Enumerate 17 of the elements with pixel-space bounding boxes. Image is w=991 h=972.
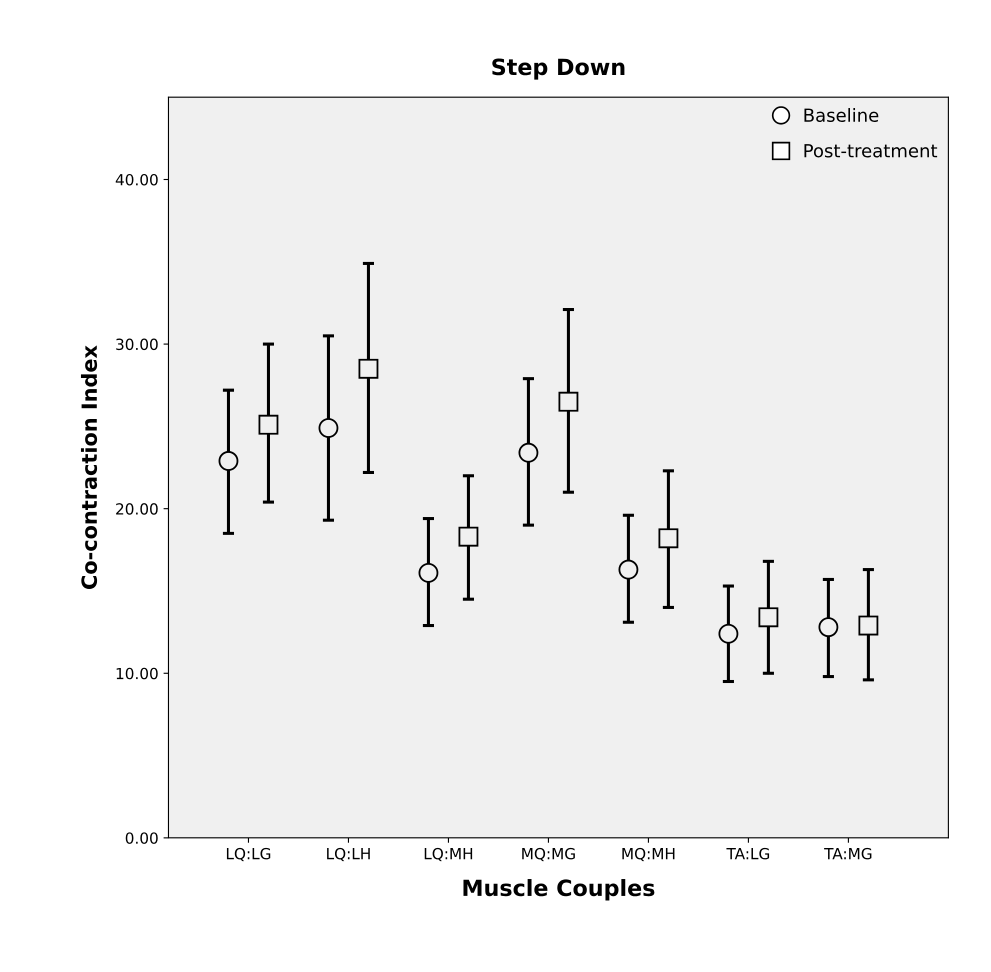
y-tick-label: 20.00 bbox=[116, 503, 158, 515]
x-axis-title: Muscle Couples bbox=[463, 879, 654, 901]
x-tick-label: MQ:MH bbox=[622, 848, 674, 862]
legend-label: Post-treatment bbox=[804, 144, 938, 158]
chart-title: Step Down bbox=[492, 58, 624, 80]
x-tick-label: LQ:MH bbox=[424, 848, 472, 862]
y-tick-label: 30.00 bbox=[116, 338, 158, 350]
y-tick-label: 0.00 bbox=[126, 832, 158, 844]
y-tick-label: 40.00 bbox=[116, 174, 158, 186]
x-tick-label: LQ:LH bbox=[327, 848, 370, 862]
x-tick-label: LQ:LG bbox=[226, 848, 270, 862]
y-tick-label: 10.00 bbox=[116, 668, 158, 680]
x-tick-label: TA:LG bbox=[726, 848, 770, 860]
legend-label: Baseline bbox=[804, 108, 878, 122]
x-tick-label: TA:MG bbox=[824, 848, 872, 860]
x-tick-label: MQ:MG bbox=[522, 848, 575, 862]
y-axis-title: Co-contraction Index bbox=[80, 345, 98, 589]
